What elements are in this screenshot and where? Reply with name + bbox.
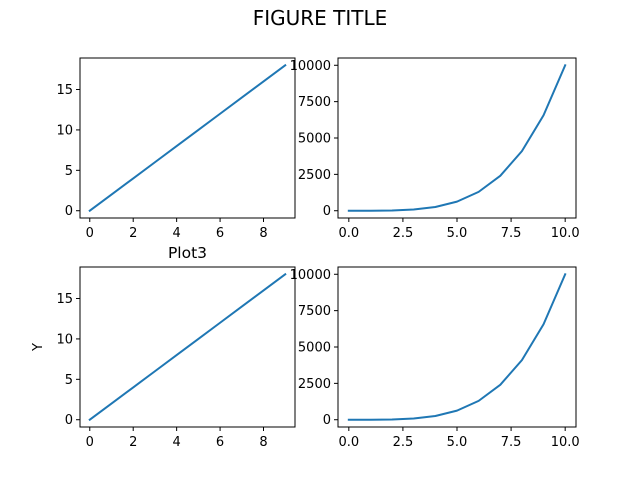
y-tick-label: 7500 <box>298 304 331 319</box>
y-tick-label: 5 <box>65 164 73 179</box>
y-tick-label: 5000 <box>298 341 331 356</box>
y-tick-label: 5 <box>65 373 73 388</box>
x-tick-label: 5.0 <box>447 435 468 450</box>
y-tick-label: 15 <box>56 292 73 307</box>
x-tick-label: 2 <box>129 435 137 450</box>
x-tick-label: 2.5 <box>393 435 414 450</box>
x-tick-label: 2.5 <box>393 226 414 241</box>
axes-frame <box>79 266 296 428</box>
y-tick-label: 10 <box>56 332 73 347</box>
x-tick-label: 4 <box>173 226 181 241</box>
y-axis-label: Y <box>31 343 46 352</box>
x-tick-label: 10.0 <box>551 435 580 450</box>
x-tick-label: 8 <box>259 435 267 450</box>
y-tick-label: 10000 <box>290 59 331 74</box>
x-tick-label: 0.0 <box>338 226 359 241</box>
subplot-1: 0 2 4 6 8 0 5 10 15 <box>56 57 296 241</box>
y-tick-label: 2500 <box>298 168 331 183</box>
y-tick-label: 5000 <box>298 132 331 147</box>
y-tick-label: 15 <box>56 83 73 98</box>
axes-frame <box>79 57 296 219</box>
y-tick-label: 2500 <box>298 377 331 392</box>
series-line <box>88 272 287 422</box>
x-tick-label: 4 <box>173 435 181 450</box>
x-tick-label: 0 <box>86 226 94 241</box>
y-tick-label: 10000 <box>290 268 331 283</box>
series-line <box>347 63 567 212</box>
subplot-4: 0.0 2.5 5.0 7.5 10.0 0 2500 5000 7500 10000 <box>290 266 580 450</box>
x-tick-label: 7.5 <box>501 226 522 241</box>
subplot-3: 0 2 4 6 8 0 5 10 15 Plot3 Y <box>31 244 296 450</box>
y-tick-label: 0 <box>65 204 73 219</box>
figure-title: FIGURE TITLE <box>253 6 388 30</box>
series-line <box>347 272 567 421</box>
y-tick-label: 0 <box>65 413 73 428</box>
x-tick-label: 8 <box>259 226 267 241</box>
y-tick-label: 7500 <box>298 95 331 110</box>
x-tick-label: 0 <box>86 435 94 450</box>
x-tick-label: 10.0 <box>551 226 580 241</box>
x-tick-label: 0.0 <box>338 435 359 450</box>
subplot-title: Plot3 <box>168 244 207 262</box>
x-tick-label: 7.5 <box>501 435 522 450</box>
subplot-2: 0.0 2.5 5.0 7.5 10.0 0 2500 5000 7500 10000 <box>290 57 580 241</box>
series-line <box>88 63 287 213</box>
x-tick-label: 5.0 <box>447 226 468 241</box>
y-tick-label: 0 <box>323 413 331 428</box>
y-tick-label: 10 <box>56 123 73 138</box>
x-tick-label: 6 <box>216 226 224 241</box>
x-tick-label: 6 <box>216 435 224 450</box>
y-tick-label: 0 <box>323 204 331 219</box>
x-tick-label: 2 <box>129 226 137 241</box>
